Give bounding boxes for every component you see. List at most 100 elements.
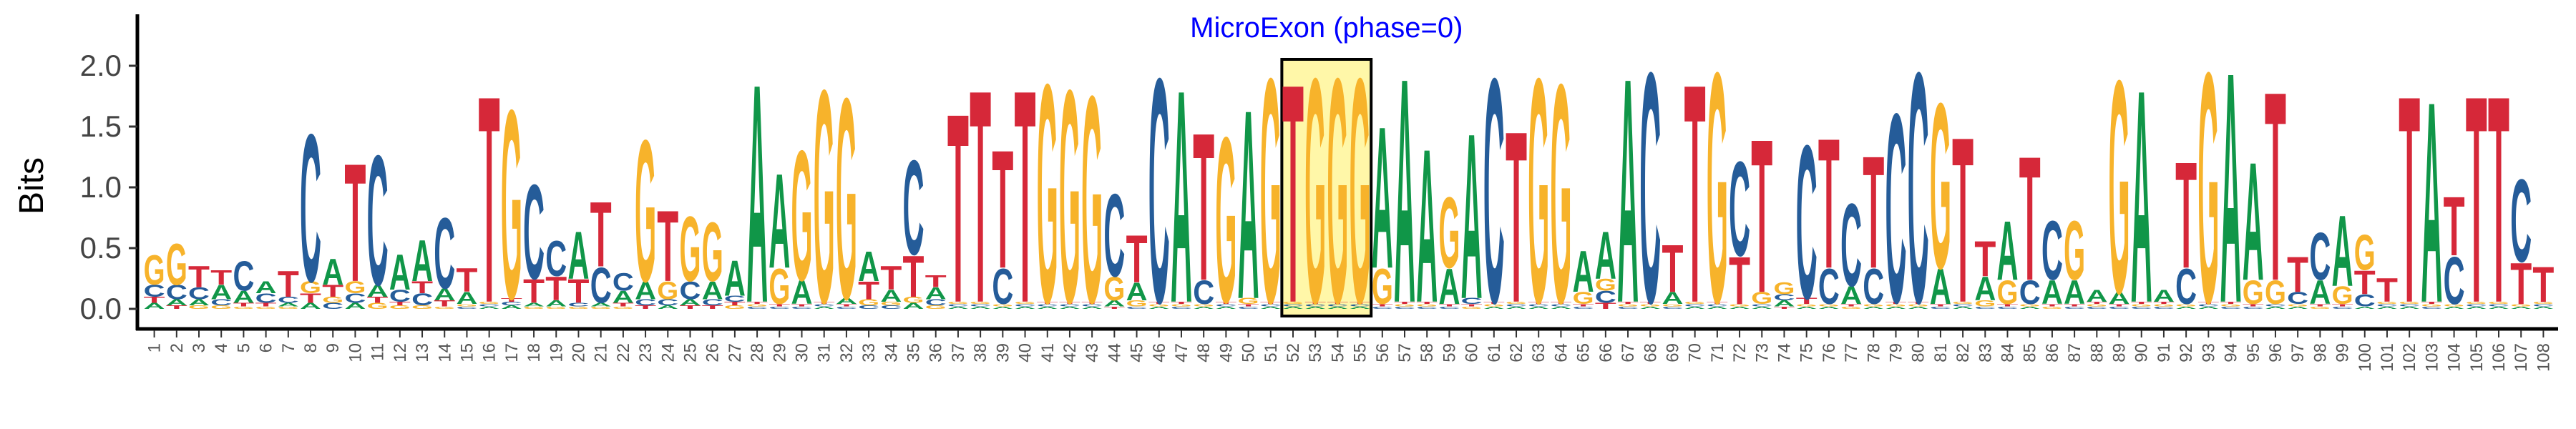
logo-letter: T: [344, 129, 366, 317]
logo-letter: A: [2510, 306, 2532, 310]
logo-letter: G: [1997, 274, 2019, 312]
logo-letter: C: [1483, 12, 1505, 370]
x-tick-label: 35: [904, 343, 924, 363]
logo-letter: T: [1304, 301, 1326, 305]
x-tick-label: 6: [257, 343, 276, 352]
x-tick-label: 73: [1752, 343, 1772, 363]
logo-letter: A: [210, 282, 232, 304]
logo-letter: C: [746, 306, 768, 310]
logo-letter: G: [1059, 26, 1080, 366]
logo-letter: T: [1081, 301, 1103, 305]
logo-letter: C: [2466, 303, 2487, 307]
logo-letter: G: [188, 304, 210, 310]
logo-letter: T: [1997, 303, 2019, 307]
logo-letter: C: [1751, 303, 1772, 307]
logo-letter: C: [814, 303, 835, 307]
x-tick-label: 15: [457, 343, 477, 363]
logo-letter: C: [1863, 258, 1884, 315]
logo-letter: A: [322, 251, 343, 292]
logo-letter: A: [255, 278, 277, 297]
logo-letter: A: [2064, 274, 2085, 312]
logo-letter: T: [210, 267, 232, 290]
x-tick-label: 46: [1150, 343, 1169, 363]
logo-letter: A: [613, 287, 634, 306]
logo-letter: C: [2243, 306, 2264, 310]
logo-letter: C: [1997, 306, 2019, 310]
x-tick-label: 43: [1083, 343, 1102, 363]
logo-letter: C: [791, 306, 813, 310]
logo-letter: G: [635, 98, 656, 324]
x-tick-label: 30: [793, 343, 812, 363]
logo-letter: C: [1238, 306, 1259, 310]
x-tick-label: 104: [2445, 343, 2464, 372]
logo-letter: C: [1304, 303, 1326, 307]
logo-letter: T: [590, 182, 612, 286]
logo-letter: T: [1550, 301, 1571, 305]
logo-letter: C: [2064, 306, 2085, 310]
logo-letter: C: [1372, 306, 1393, 310]
logo-letter: T: [1930, 303, 1951, 307]
logo-letter: T: [1059, 301, 1080, 305]
logo-letter: A: [992, 306, 1013, 310]
logo-letter: G: [1416, 303, 1438, 307]
logo-letter: G: [2287, 303, 2308, 307]
logo-letter: C: [1773, 292, 1795, 302]
logo-letter: G: [1461, 306, 1483, 310]
x-tick-label: 74: [1775, 343, 1794, 363]
logo-letter: G: [1796, 303, 1818, 307]
logo-letter: T: [1796, 296, 1818, 305]
logo-letter: C: [858, 304, 879, 310]
logo-letter: A: [1639, 306, 1661, 310]
logo-letter: C: [1528, 303, 1549, 307]
logo-letter: A: [1997, 204, 2019, 299]
logo-letter: T: [836, 303, 857, 307]
logo-letter: T: [434, 299, 455, 308]
x-tick-label: 96: [2266, 343, 2285, 363]
logo-letter: T: [1773, 306, 1795, 310]
x-tick-label: 89: [2110, 343, 2129, 363]
logo-letter: T: [389, 300, 412, 306]
x-tick-label: 71: [1708, 343, 1727, 363]
logo-letter: T: [2354, 265, 2376, 302]
logo-letter: G: [613, 306, 634, 310]
logo-letter: T: [1171, 301, 1192, 305]
logo-letter: T: [2019, 120, 2041, 318]
logo-letter: A: [769, 146, 790, 297]
logo-letter: G: [2064, 204, 2085, 299]
logo-letter: G: [590, 306, 612, 310]
logo-letter: T: [2376, 272, 2398, 310]
x-tick-label: 34: [882, 343, 901, 363]
x-tick-label: 72: [1730, 343, 1750, 363]
logo-letter: G: [2376, 301, 2398, 305]
logo-letter: G: [2421, 303, 2442, 307]
logo-letter: G: [814, 26, 835, 366]
logo-letter: C: [970, 303, 991, 307]
y-tick-label: 1.5: [80, 109, 122, 143]
y-tick-label: 2.0: [80, 49, 122, 82]
logo-letter: T: [1260, 301, 1282, 305]
logo-letter: C: [769, 306, 790, 310]
x-tick-label: 39: [993, 343, 1013, 363]
logo-letter: C: [300, 91, 321, 326]
logo-letter: C: [1215, 303, 1236, 307]
logo-letter: A: [479, 306, 500, 310]
logo-letter: G: [1506, 301, 1527, 305]
logo-letter: C: [1908, 5, 1929, 373]
logo-letter: A: [680, 297, 701, 307]
x-tick-label: 103: [2422, 343, 2441, 372]
logo-letter: T: [367, 295, 389, 305]
logo-letter: C: [1617, 306, 1639, 310]
logo-letter: C: [2197, 303, 2219, 307]
logo-letter: C: [411, 290, 433, 309]
logo-letter: T: [1193, 89, 1214, 325]
logo-letter: G: [1773, 280, 1795, 298]
logo-letter: T: [702, 304, 725, 310]
x-tick-label: 9: [323, 343, 343, 352]
logo-letter: T: [724, 300, 747, 306]
logo-letter: T: [970, 26, 991, 366]
x-tick-label: 87: [2065, 343, 2084, 363]
logo-letter: G: [2399, 301, 2420, 305]
logo-letter: A: [501, 304, 522, 310]
logo-letter: C: [278, 295, 299, 305]
